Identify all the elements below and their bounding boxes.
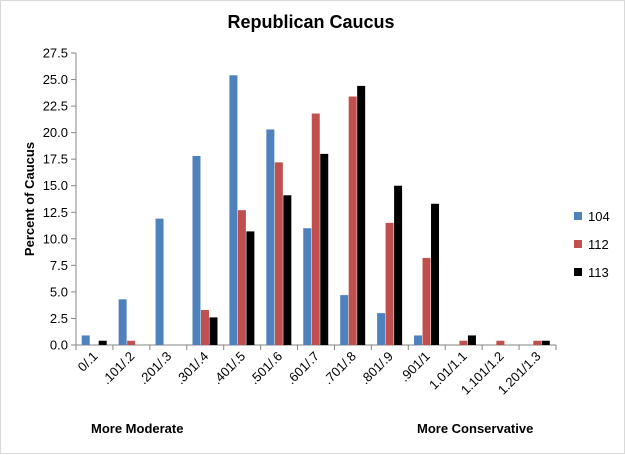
y-tick-label: 27.5	[43, 46, 68, 61]
bar-112-11	[496, 340, 505, 345]
y-tick-label: 2.5	[50, 311, 68, 326]
legend: 104 112 113	[574, 209, 610, 280]
bar-112-3	[200, 309, 209, 345]
y-tick-label: 15.0	[43, 178, 68, 193]
bar-113-6	[320, 153, 329, 345]
legend-label-104: 104	[588, 209, 610, 224]
bar-112-10	[459, 340, 468, 345]
bar-112-6	[311, 113, 320, 346]
bar-112-8	[385, 222, 394, 345]
y-tick-label: 10.0	[43, 231, 68, 246]
y-tick-label: 22.5	[43, 99, 68, 114]
bars	[81, 75, 550, 346]
bar-113-0	[98, 340, 107, 345]
y-tick-label: 7.5	[50, 258, 68, 273]
bar-104-8	[377, 313, 386, 345]
bar-104-0	[81, 335, 90, 345]
legend-label-112: 112	[588, 237, 609, 252]
y-tick-label: 12.5	[43, 205, 68, 220]
x-tick-labels: 0/.1.101/.2.201/.3.301/.4.401/.5.501/.6.…	[75, 349, 544, 398]
bar-112-1	[127, 340, 136, 345]
bar-112-4	[237, 210, 246, 345]
legend-label-113: 113	[588, 265, 609, 280]
x-tick-label: .401/.5	[210, 349, 249, 388]
bar-113-4	[246, 231, 255, 345]
bar-113-10	[467, 335, 476, 345]
x-tick-label: .501/.6	[246, 349, 285, 388]
y-tick-label: 25.0	[43, 72, 68, 87]
bar-113-12	[541, 340, 550, 345]
x-tick-label: 0/.1	[75, 349, 101, 375]
x-tick-label: .301/.4	[173, 349, 212, 388]
y-tick-label: 20.0	[43, 125, 68, 140]
x-tick-label: .801/.9	[357, 349, 396, 388]
bar-113-5	[283, 195, 292, 345]
bar-104-1	[118, 299, 127, 345]
bar-104-9	[414, 335, 423, 345]
y-axis-label: Percent of Caucus	[22, 142, 37, 256]
y-tick-label: 17.5	[43, 152, 68, 167]
y-tick-labels: 0.0 2.5 5.0 7.5 10.0 12.5 15.0 17.5 20.0 22.5 25.0…	[43, 46, 68, 353]
x-tick-label: .601/.7	[283, 349, 322, 388]
bar-104-2	[155, 218, 164, 345]
x-tick-label: .201/.3	[136, 349, 175, 388]
bar-113-7	[357, 85, 366, 346]
legend-swatch-113	[574, 268, 582, 276]
y-tick-label: 0.0	[50, 338, 68, 353]
legend-swatch-104	[574, 212, 582, 220]
bar-104-7	[340, 295, 349, 345]
bar-104-3	[192, 156, 201, 345]
y-tick-label: 5.0	[50, 284, 68, 299]
bar-113-8	[394, 185, 403, 345]
bar-112-5	[274, 162, 283, 345]
bar-112-7	[348, 96, 357, 345]
bar-112-12	[533, 340, 542, 345]
bar-104-6	[303, 228, 312, 345]
bar-113-9	[431, 203, 440, 345]
annotation-more-conservative: More Conservative	[417, 421, 533, 436]
x-tick-label: .701/.8	[320, 349, 359, 388]
bar-113-3	[209, 317, 218, 345]
chart-title: Republican Caucus	[227, 12, 394, 32]
annotation-more-moderate: More Moderate	[91, 421, 183, 436]
x-tick-label: .101/.2	[99, 349, 138, 388]
bar-112-9	[422, 257, 431, 345]
bar-104-5	[266, 129, 275, 345]
legend-swatch-112	[574, 240, 582, 248]
bar-104-4	[229, 75, 238, 346]
